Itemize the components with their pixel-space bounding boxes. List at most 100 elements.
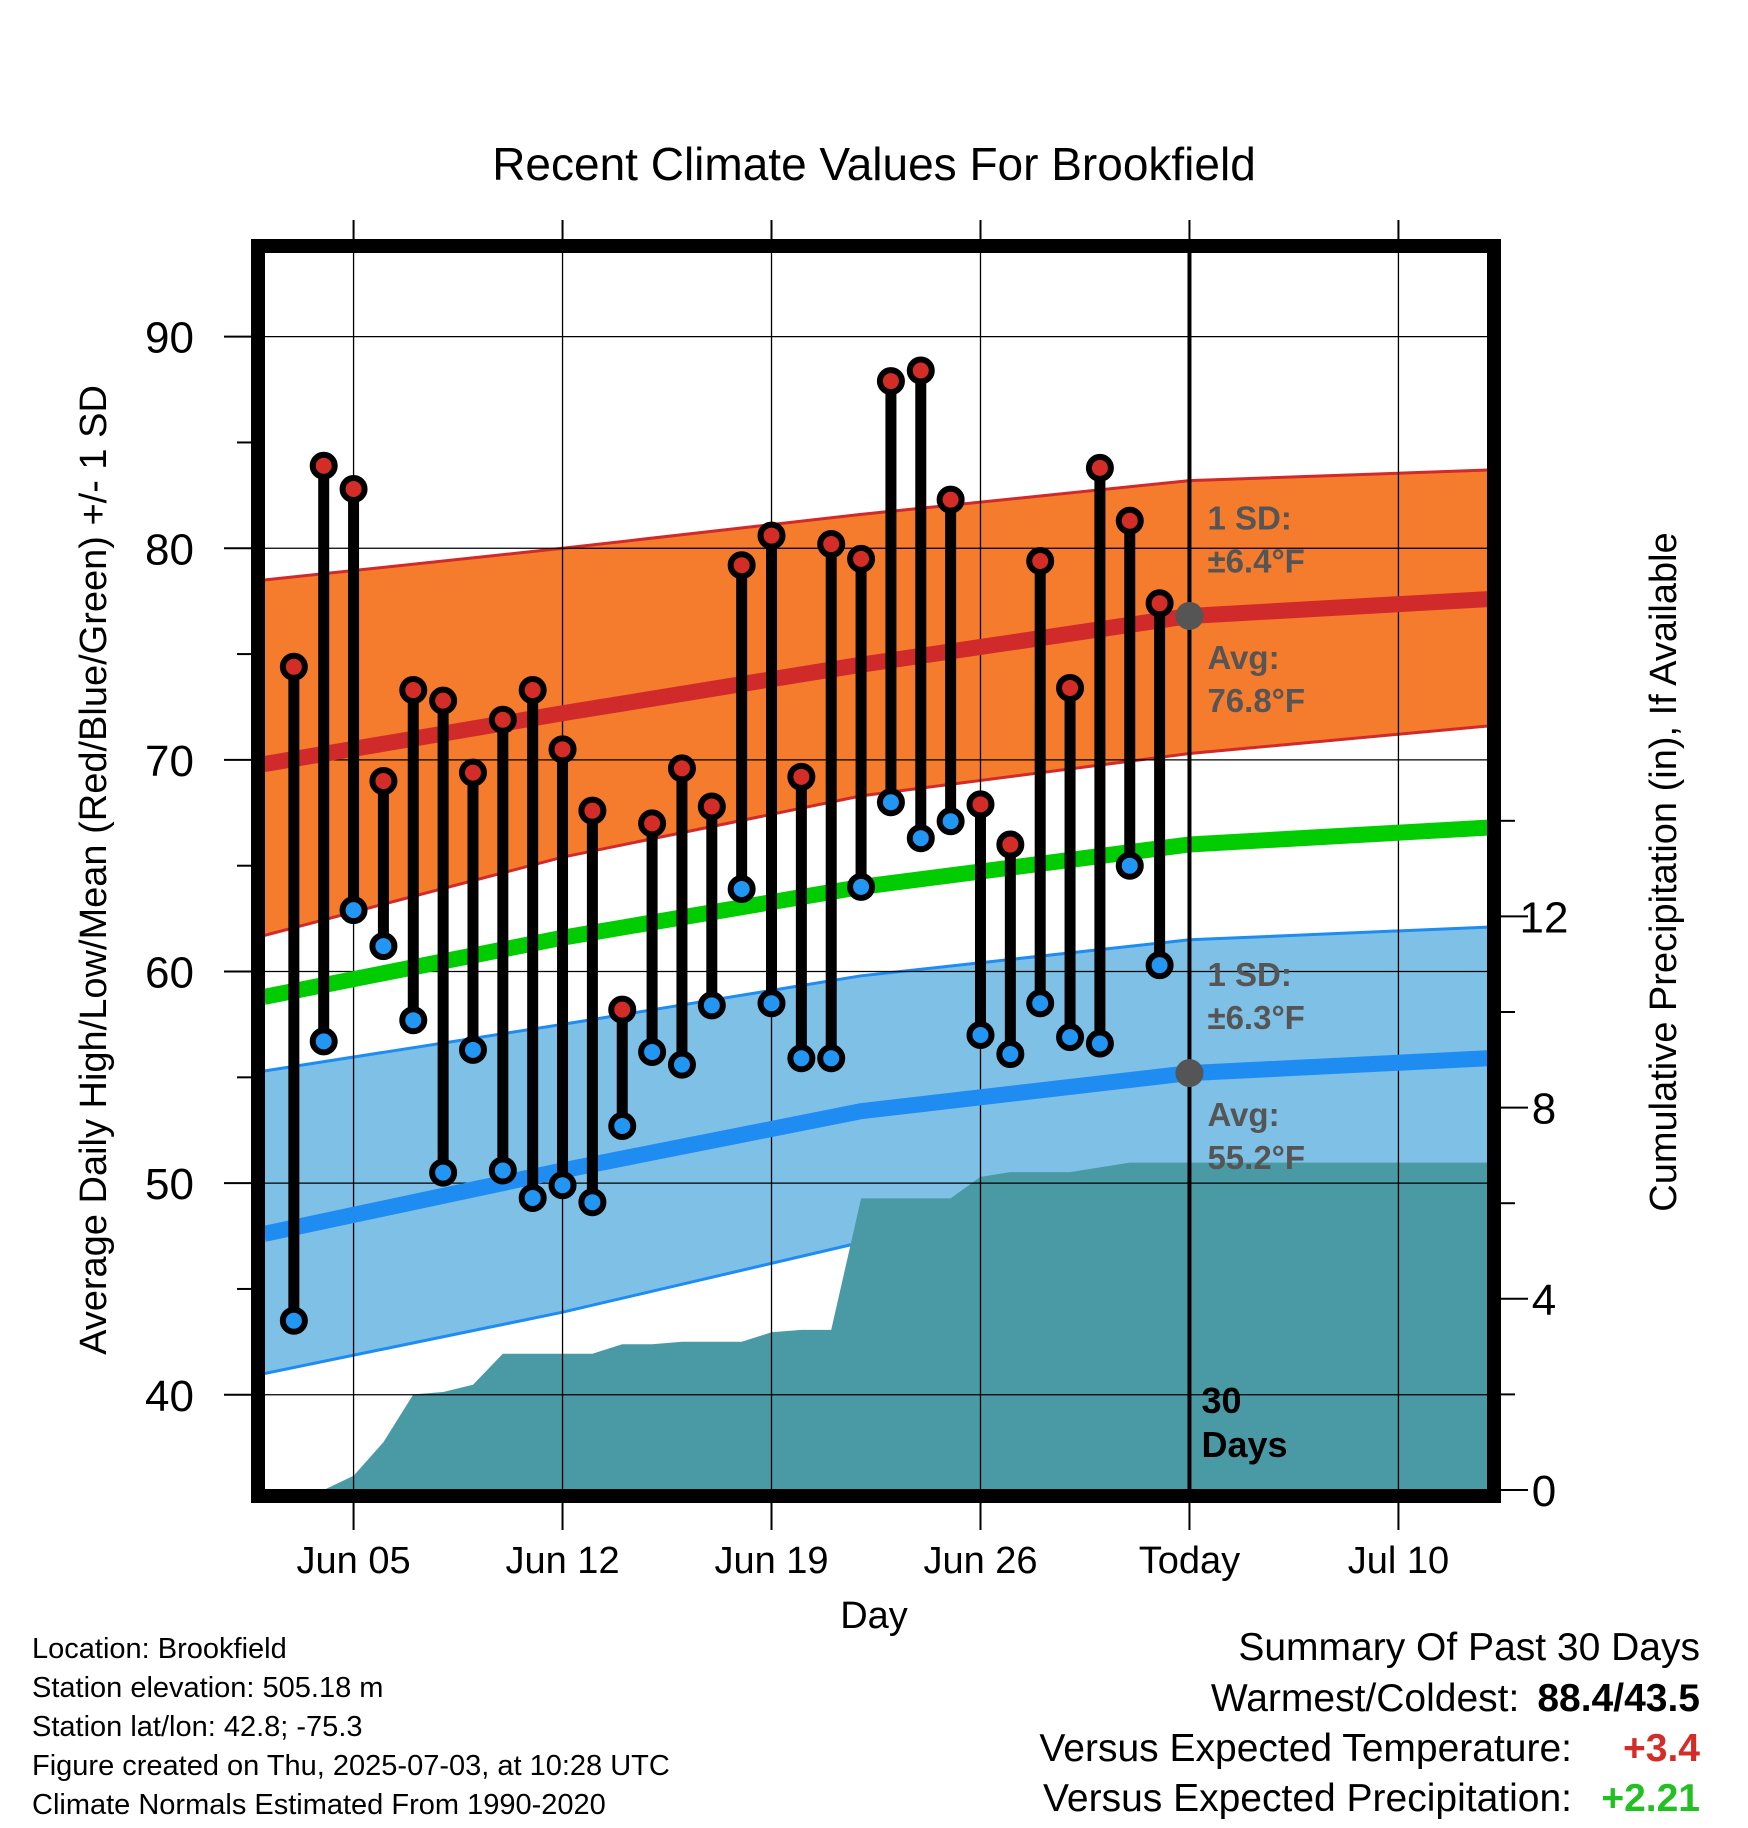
- daily-low-point: [1085, 1029, 1114, 1058]
- daily-low-point: [847, 872, 876, 901]
- high-sd-band: [264, 470, 1488, 936]
- plot-frame: [251, 239, 1501, 1503]
- daily-low-point: [309, 1027, 338, 1056]
- latlon-text: Station lat/lon: 42.8; -75.3: [32, 1711, 363, 1743]
- y-tick-label: 90: [145, 314, 194, 363]
- daily-high-point: [1145, 589, 1174, 618]
- daily-high-point: [847, 544, 876, 573]
- daily-low-point: [1145, 951, 1174, 980]
- daily-high-point: [548, 735, 577, 764]
- daily-high-point: [578, 796, 607, 825]
- daily-low-point: [578, 1188, 607, 1217]
- daily-low-point: [399, 1006, 428, 1035]
- high-avg-annotation-bottom: 76.8°F: [1207, 682, 1305, 719]
- daily-high-point: [399, 676, 428, 705]
- warmest-label: Warmest/Coldest:: [1210, 1677, 1520, 1720]
- daily-low-point: [1056, 1023, 1085, 1052]
- daily-low-point: [727, 874, 756, 903]
- y-tick-label: 80: [145, 525, 194, 574]
- daily-high-point: [1026, 546, 1055, 575]
- today-label: 30: [1201, 1380, 1241, 1421]
- y-axis-label: Average Daily High/Low/Mean (Red/Blue/Gr…: [73, 385, 115, 1355]
- high-sd-annotation-top: 1 SD:: [1207, 500, 1291, 537]
- precip-value: +2.21: [1601, 1777, 1700, 1820]
- daily-high-point: [906, 356, 935, 385]
- daily-low-point: [936, 807, 965, 836]
- daily-high-point: [1085, 453, 1114, 482]
- summary-title: Summary Of Past 30 Days: [1238, 1626, 1700, 1669]
- daily-low-point: [757, 989, 786, 1018]
- daily-low-point: [638, 1037, 667, 1066]
- daily-high-point: [1056, 673, 1085, 702]
- low-avg-line: [264, 1050, 1488, 1242]
- low-sd-band: [264, 927, 1488, 1374]
- x-tick-label: Jun 26: [923, 1540, 1037, 1582]
- daily-high-point: [757, 521, 786, 550]
- low-sd-annotation-top: 1 SD:: [1207, 956, 1291, 993]
- today-high-avg-dot: [1175, 601, 1204, 630]
- location-text: Location: Brookfield: [32, 1633, 287, 1665]
- created-text: Figure created on Thu, 2025-07-03, at 10…: [32, 1750, 670, 1782]
- daily-high-point: [787, 762, 816, 791]
- high-sd-upper-line: [264, 468, 1488, 582]
- daily-low-point: [667, 1050, 696, 1079]
- today-label: Days: [1201, 1424, 1287, 1465]
- daily-high-point: [936, 485, 965, 514]
- y2-axis-label: Cumulative Precipitation (in), If Availa…: [1643, 532, 1685, 1211]
- daily-high-point: [996, 830, 1025, 859]
- low-avg-annotation-bottom: 55.2°F: [1207, 1139, 1305, 1176]
- low-sd-upper-line: [264, 925, 1488, 1073]
- daily-high-point: [697, 792, 726, 821]
- precip-area: [264, 1162, 1488, 1490]
- x-tick-label: Jun 19: [714, 1540, 828, 1582]
- x-tick-label: Jun 05: [297, 1540, 411, 1582]
- today-low-avg-dot: [1175, 1059, 1204, 1088]
- daily-low-point: [787, 1044, 816, 1073]
- y-tick-label: 40: [145, 1372, 194, 1421]
- y-tick-label: 60: [145, 949, 194, 998]
- daily-low-point: [906, 824, 935, 853]
- warmest-value: 88.4/43.5: [1537, 1677, 1700, 1720]
- summary-warmest-row: Warmest/Coldest: 88.4/43.5: [1211, 1676, 1700, 1722]
- normals-text: Climate Normals Estimated From 1990-2020: [32, 1789, 606, 1821]
- high-avg-annotation-top: Avg:: [1207, 639, 1279, 676]
- y2-tick-label: 0: [1532, 1467, 1556, 1516]
- daily-high-point: [369, 767, 398, 796]
- daily-low-point: [1115, 851, 1144, 880]
- daily-low-point: [339, 896, 368, 925]
- daily-high-point: [638, 809, 667, 838]
- summary-temp-row: Versus Expected Temperature: +3.4: [1039, 1726, 1700, 1772]
- daily-low-point: [996, 1040, 1025, 1069]
- daily-high-point: [876, 367, 905, 396]
- x-axis-label: Day: [840, 1595, 908, 1637]
- daily-low-point: [518, 1183, 547, 1212]
- daily-low-point: [817, 1044, 846, 1073]
- x-tick-label: Today: [1139, 1540, 1240, 1582]
- daily-low-point: [548, 1171, 577, 1200]
- high-sd-annotation-bottom: ±6.4°F: [1207, 543, 1304, 580]
- daily-high-point: [817, 530, 846, 559]
- daily-high-point: [1115, 506, 1144, 535]
- daily-high-point: [458, 758, 487, 787]
- daily-high-point: [339, 475, 368, 504]
- daily-high-point: [279, 652, 308, 681]
- daily-high-point: [608, 995, 637, 1024]
- daily-low-point: [488, 1156, 517, 1185]
- low-sd-annotation-bottom: ±6.3°F: [1207, 999, 1304, 1036]
- y-tick-label: 50: [145, 1160, 194, 1209]
- y2-tick-label: 12: [1520, 893, 1569, 942]
- x-tick-label: Jun 12: [505, 1540, 619, 1582]
- daily-low-point: [279, 1306, 308, 1335]
- precip-label: Versus Expected Precipitation:: [1043, 1777, 1572, 1820]
- daily-low-point: [697, 991, 726, 1020]
- summary-precip-row: Versus Expected Precipitation: +2.21: [1043, 1776, 1700, 1822]
- daily-high-point: [966, 790, 995, 819]
- y2-tick-label: 4: [1532, 1276, 1556, 1325]
- x-tick-label: Jul 10: [1348, 1540, 1449, 1582]
- daily-low-point: [429, 1158, 458, 1187]
- daily-high-point: [309, 451, 338, 480]
- daily-high-point: [429, 686, 458, 715]
- daily-high-point: [667, 754, 696, 783]
- elevation-text: Station elevation: 505.18 m: [32, 1672, 384, 1704]
